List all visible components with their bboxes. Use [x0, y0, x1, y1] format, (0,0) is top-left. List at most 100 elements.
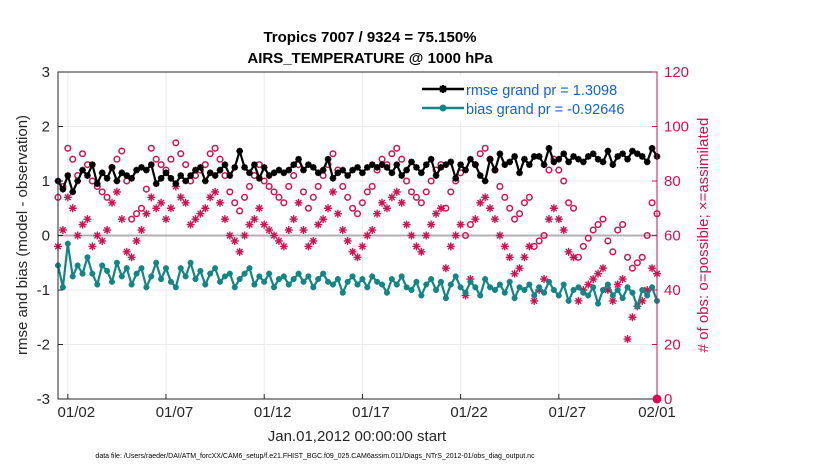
rmse-point [329, 174, 337, 182]
data-file-note: data file: /Users/raeder/DAI/ATM_forcXX/… [95, 453, 535, 460]
bias-point [506, 278, 513, 285]
rmse-point [457, 161, 464, 168]
obs-possible-point [309, 193, 317, 201]
left-y-tick-labels: 3 2 1 0 -1 -2 -3 [37, 64, 50, 408]
obs-assimilated-point [648, 264, 657, 273]
obs-assimilated-point [152, 204, 161, 213]
x-tick-label: 01/17 [352, 404, 390, 421]
obs-possible-point [422, 188, 430, 196]
bias-point [251, 281, 258, 288]
rmse-point [511, 153, 518, 160]
obs-assimilated-point [274, 236, 283, 245]
obs-possible-point [584, 234, 592, 242]
rmse-point [496, 150, 504, 158]
x-tick-label: 01/07 [156, 404, 194, 421]
rmse-point [432, 172, 440, 179]
rmse-point [398, 172, 405, 179]
rmse-point [403, 166, 410, 174]
obs-assimilated-point [540, 275, 549, 284]
obs-assimilated-point [569, 253, 578, 262]
left-y-tick-label: -2 [37, 337, 50, 354]
obs-assimilated-point [427, 220, 436, 229]
rmse-point [614, 153, 622, 160]
obs-possible-point [412, 193, 420, 201]
rmse-point [442, 161, 450, 168]
obs-possible-point [589, 226, 597, 234]
obs-possible-point [560, 177, 568, 185]
rmse-point [388, 169, 396, 177]
rmse-point [314, 169, 322, 177]
right-y-tick-label: 60 [664, 228, 681, 245]
bias-point [575, 284, 582, 291]
bias-point [108, 278, 116, 285]
bias-point [452, 273, 459, 280]
rmse-point [413, 164, 420, 171]
obs-possible-point [393, 144, 401, 152]
bias-point [290, 276, 297, 283]
obs-assimilated-point [368, 226, 377, 235]
rmse-point [305, 161, 312, 168]
bias-point [212, 265, 219, 272]
bias-point [624, 284, 631, 291]
bias-point [246, 265, 253, 272]
obs-assimilated-point [147, 193, 156, 202]
bias-point [275, 276, 282, 283]
legend-box [418, 76, 654, 122]
obs-possible-point [304, 204, 312, 212]
rmse-point [246, 169, 253, 177]
bias-point [526, 281, 533, 288]
obs-possible-point [137, 204, 146, 212]
bias-point [172, 284, 179, 291]
rmse-point [285, 166, 293, 174]
obs-possible-point [535, 237, 543, 245]
obs-assimilated-point [451, 231, 460, 240]
rmse-point [123, 172, 131, 179]
obs-possible-point [270, 188, 278, 196]
obs-assimilated-point [270, 231, 279, 240]
obs-assimilated-point [402, 220, 411, 229]
obs-possible-point [265, 182, 273, 190]
rmse-point [393, 161, 401, 168]
rmse-point [138, 164, 145, 171]
right-y-axis-label: # of obs: o=possible; ×=assimilated [695, 118, 712, 353]
obs-possible-point [579, 242, 587, 250]
rmse-point [69, 188, 77, 196]
obs-assimilated-point [230, 236, 239, 245]
obs-possible-point [236, 207, 244, 215]
bias-point [614, 286, 621, 294]
x-tick-label: 01/22 [450, 404, 488, 421]
bias-point [216, 278, 224, 285]
bias-point [467, 278, 474, 285]
obs-assimilated-point [490, 215, 499, 224]
bias-point [501, 289, 508, 296]
obs-assimilated-point [309, 236, 318, 245]
obs-possible-point [142, 185, 150, 193]
legend-rmse-label: rmse grand pr = 1.3098 [466, 83, 617, 99]
obs-possible-point [481, 144, 489, 152]
bias-point [207, 270, 214, 277]
obs-assimilated-point [436, 204, 445, 213]
obs-assimilated-point [78, 220, 87, 229]
rmse-point [74, 177, 81, 185]
obs-possible-point [245, 182, 254, 190]
left-y-tick-label: 3 [42, 64, 50, 81]
bias-point [644, 292, 651, 299]
rmse-point [290, 161, 297, 168]
obs-possible-point [241, 193, 249, 201]
rmse-point [202, 177, 209, 185]
rmse-point [486, 155, 494, 163]
obs-possible-point [599, 215, 607, 223]
obs-possible-point [88, 177, 96, 185]
bias-point [531, 292, 538, 299]
obs-assimilated-point [564, 247, 573, 256]
obs-possible-point [280, 199, 288, 207]
bias-point [369, 273, 376, 280]
rmse-point [89, 161, 96, 168]
obs-possible-point [147, 144, 155, 152]
rmse-point [133, 166, 140, 174]
bias-point [590, 284, 597, 291]
obs-possible-point [64, 144, 72, 152]
bias-point [388, 276, 395, 283]
rmse-point [221, 161, 229, 168]
rmse-point [354, 164, 361, 171]
